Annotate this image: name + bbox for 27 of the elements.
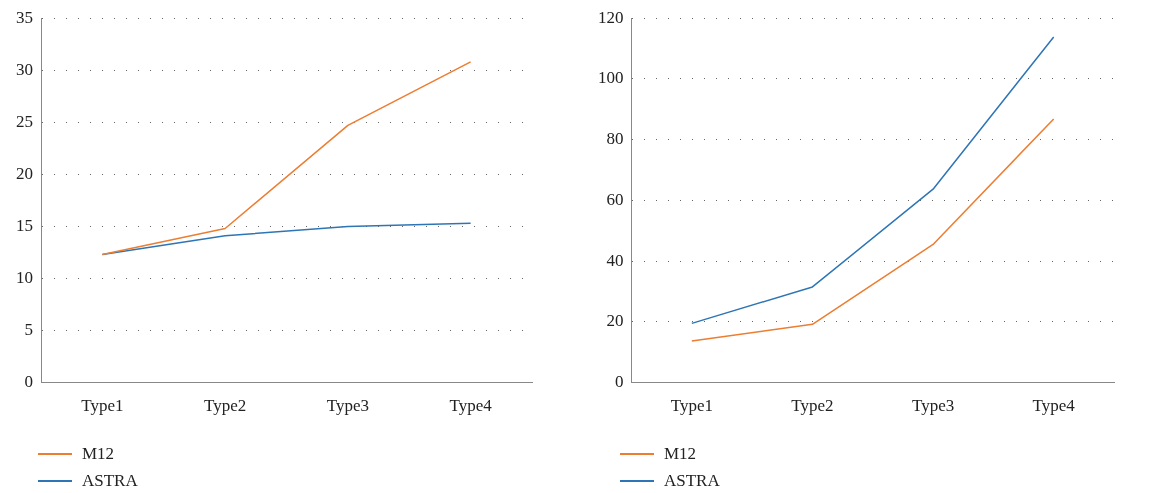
y-tick-label: 80 — [606, 129, 624, 149]
x-tick-label: Type1 — [670, 396, 713, 416]
y-tick-label: 30 — [16, 59, 33, 79]
x-tick-label: Type3 — [911, 396, 955, 416]
y-tick-label: 15 — [16, 215, 33, 235]
legend-label: M12 — [664, 443, 697, 464]
x-tick-label: Type3 — [326, 396, 369, 416]
x-tick-label: Type4 — [449, 396, 493, 416]
y-tick-label: 0 — [615, 372, 624, 392]
legend-label: ASTRA — [664, 470, 720, 491]
y-tick-label: 35 — [16, 7, 33, 27]
y-tick-label: 120 — [598, 7, 624, 27]
x-tick-label: Type2 — [204, 396, 247, 416]
x-tick-label: Type2 — [791, 396, 834, 416]
x-tick-label: Type1 — [81, 396, 124, 416]
legend-label: ASTRA — [82, 470, 138, 491]
y-tick-label: 20 — [606, 311, 624, 331]
y-tick-label: 20 — [16, 163, 33, 183]
legend-label: M12 — [82, 443, 115, 464]
y-tick-label: 100 — [598, 68, 624, 88]
y-tick-label: 60 — [606, 189, 624, 209]
y-tick-label: 0 — [24, 372, 33, 392]
y-tick-label: 10 — [16, 267, 33, 287]
y-tick-label: 40 — [606, 250, 624, 270]
y-tick-label: 5 — [24, 320, 33, 340]
y-tick-label: 25 — [16, 111, 33, 131]
x-tick-label: Type4 — [1032, 396, 1076, 416]
